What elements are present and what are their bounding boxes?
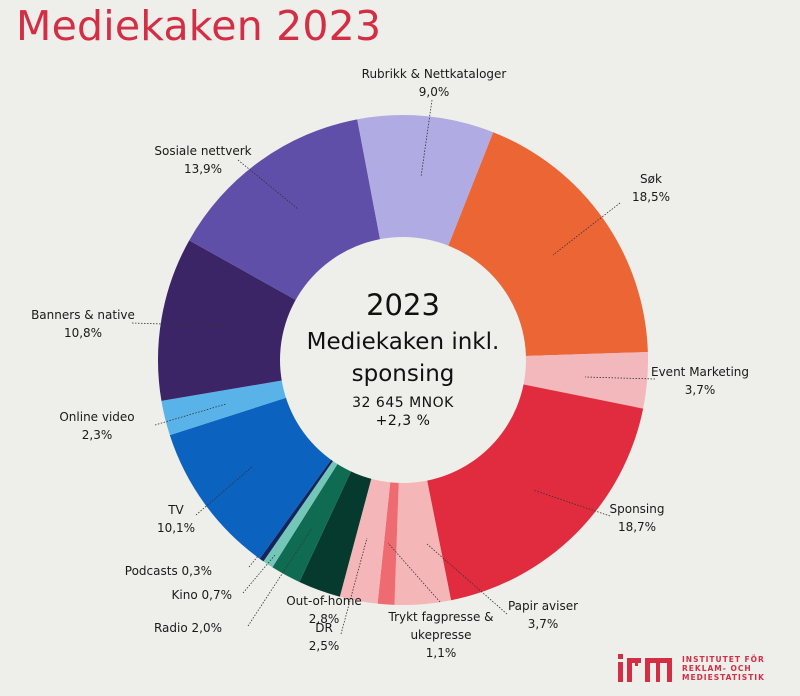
slice-label-trykt-fagpresse-and-ukepresse: Trykt fagpresse & ukepresse 1,1% — [388, 610, 494, 660]
center-title-line2: sponsing — [352, 361, 455, 387]
slice-rubrikk-and-nettkataloger — [357, 115, 494, 247]
slice-label-event-marketing: Event Marketing 3,7% — [651, 365, 749, 397]
slice-dr — [339, 477, 391, 604]
slice-name: Online video — [59, 410, 134, 424]
center-growth: +2,3 % — [376, 413, 431, 429]
slice-name: DR — [315, 621, 333, 635]
slice-label-rubrikk-and-nettkataloger: Rubrikk & Nettkataloger 9,0% — [362, 67, 507, 99]
leader-line-trykt-fagpresse-and-ukepresse — [387, 542, 441, 603]
slice-online-video — [161, 380, 287, 436]
slice-value: 1,1% — [426, 646, 457, 660]
slice-kino — [263, 460, 338, 568]
slice-podcasts — [259, 458, 334, 562]
slice-value: 2,8% — [309, 612, 340, 626]
slice-value: 18,5% — [632, 190, 670, 204]
leader-line-sok — [552, 202, 621, 256]
slice-value: 3,7% — [528, 617, 559, 631]
logo-line-3: MEDIESTATISTIK — [682, 672, 765, 682]
donut-hole — [280, 237, 526, 483]
slice-papir-aviser — [394, 479, 452, 605]
logo-text: INSTITUTET FÖR REKLAM- OCH MEDIESTATISTI… — [682, 655, 765, 682]
center-title-line1: Mediekaken inkl. — [307, 329, 500, 355]
slice-name: Rubrikk & Nettkataloger — [362, 67, 507, 81]
slice-tv — [169, 397, 332, 559]
slice-value: 2,5% — [309, 639, 340, 653]
slice-label-out-of-home: Out-of-home 2,8% — [286, 594, 362, 626]
slice-name: Event Marketing — [651, 365, 749, 379]
irm-logo-icon — [618, 654, 672, 682]
leader-line-podcasts — [248, 555, 259, 568]
slice-label-papir-aviser: Papir aviser 3,7% — [508, 599, 578, 631]
slice-label-sok: Søk 18,5% — [632, 172, 670, 204]
leader-line-banners-and-native — [131, 322, 225, 327]
slice-label-dr: DR 2,5% — [309, 621, 340, 653]
slice-sok — [447, 132, 648, 357]
slice-label-podcasts: Podcasts 0,3% — [125, 564, 212, 578]
slice-label-banners-and-native: Banners & native 10,8% — [31, 308, 135, 340]
leader-line-sosiale-nettverk — [237, 159, 299, 210]
slice-name: Out-of-home — [286, 594, 362, 608]
slice-label-sosiale-nettverk: Sosiale nettverk 13,9% — [154, 144, 251, 176]
slice-name: Søk — [640, 172, 662, 186]
slice-label-online-video: Online video 2,3% — [59, 410, 134, 442]
center-year: 2023 — [366, 288, 440, 322]
slice-sponsing — [426, 384, 644, 601]
logo-line-2: REKLAM- OCH — [682, 663, 752, 673]
leader-line-event-marketing — [584, 376, 656, 380]
slice-out-of-home — [299, 470, 372, 597]
slice-name: Sosiale nettverk — [154, 144, 251, 158]
slice-name: TV — [167, 503, 184, 517]
slice-value: 13,9% — [184, 162, 222, 176]
slice-label-kino: Kino 0,7% — [172, 588, 232, 602]
irm-logo: INSTITUTET FÖR REKLAM- OCH MEDIESTATISTI… — [618, 654, 765, 682]
slice-value: 2,3% — [82, 428, 113, 442]
leader-lines-group — [131, 99, 656, 635]
slice-label-radio: Radio 2,0% — [154, 621, 222, 635]
slice-sosiale-nettverk — [189, 119, 381, 301]
leader-line-online-video — [154, 403, 227, 426]
slices-group — [158, 115, 648, 605]
slice-value: 18,7% — [618, 520, 656, 534]
slice-label-sponsing: Sponsing 18,7% — [610, 502, 665, 534]
logo-line-1: INSTITUTET FÖR — [682, 654, 765, 664]
slice-name: Sponsing — [610, 502, 665, 516]
slice-radio — [272, 463, 352, 583]
leader-line-tv — [195, 465, 254, 516]
labels-group: Søk 18,5% Event Marketing 3,7% Sponsing 18,7%… — [31, 67, 749, 660]
slice-value: 9,0% — [419, 85, 450, 99]
page-title: Mediekaken 2023 — [16, 2, 382, 50]
slice-value: 10,8% — [64, 326, 102, 340]
slice-value: 3,7% — [685, 383, 716, 397]
slice-name: Banners & native — [31, 308, 135, 322]
leader-line-rubrikk-and-nettkataloger — [420, 99, 433, 178]
center-total: 32 645 MNOK — [352, 395, 454, 411]
slice-banners-and-native — [158, 240, 297, 401]
slice-name: Papir aviser — [508, 599, 578, 613]
slice-value: 10,1% — [157, 521, 195, 535]
slice-event-marketing — [522, 352, 648, 409]
slice-label-tv: TV 10,1% — [157, 503, 195, 535]
leader-line-kino — [242, 554, 276, 594]
slice-name: ukepresse — [410, 628, 471, 642]
slice-name: Trykt fagpresse & — [388, 610, 494, 624]
